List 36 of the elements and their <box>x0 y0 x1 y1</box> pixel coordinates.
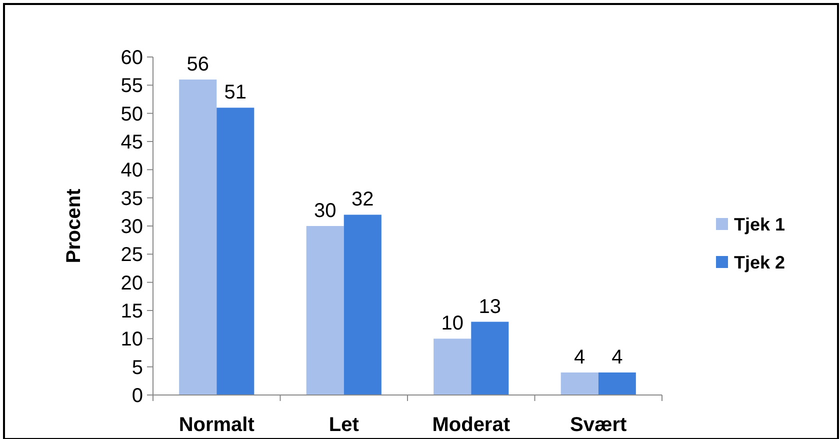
x-tick-label: Svært <box>570 414 628 436</box>
y-tick-label: 45 <box>120 132 143 154</box>
y-tick-label: 30 <box>120 216 143 238</box>
bar <box>434 338 472 395</box>
y-tick-label: 60 <box>120 47 143 69</box>
y-tick-label: 50 <box>120 103 143 126</box>
y-axis-title: Procent <box>63 188 85 264</box>
data-label: 51 <box>224 82 247 104</box>
data-label: 13 <box>478 296 502 318</box>
bar <box>471 322 509 395</box>
y-tick-label: 35 <box>120 188 143 210</box>
y-tick-label: 20 <box>120 272 143 294</box>
bar <box>560 372 598 395</box>
y-tick-label: 5 <box>132 356 143 379</box>
data-label: 56 <box>186 54 209 76</box>
data-label: 30 <box>314 200 336 222</box>
data-label: 10 <box>441 312 464 335</box>
y-tick-label: 15 <box>120 300 143 322</box>
bar <box>598 372 636 395</box>
x-tick-label: Let <box>328 414 360 436</box>
bar <box>216 108 254 395</box>
legend-label: Tjek 2 <box>734 252 786 272</box>
bar <box>344 214 382 395</box>
bar <box>306 226 344 395</box>
x-tick-label: Moderat <box>432 414 510 436</box>
data-label: 4 <box>574 346 586 368</box>
x-tick-label: Normalt <box>178 414 255 436</box>
y-tick-label: 25 <box>120 244 143 266</box>
data-label: 4 <box>612 346 623 368</box>
y-tick-label: 0 <box>132 385 143 407</box>
y-tick-label: 40 <box>120 160 143 182</box>
y-tick-label: 10 <box>120 328 143 351</box>
bar <box>179 80 217 395</box>
legend-label: Tjek 1 <box>734 214 786 234</box>
y-tick-label: 55 <box>120 75 143 98</box>
data-label: 32 <box>352 188 374 211</box>
